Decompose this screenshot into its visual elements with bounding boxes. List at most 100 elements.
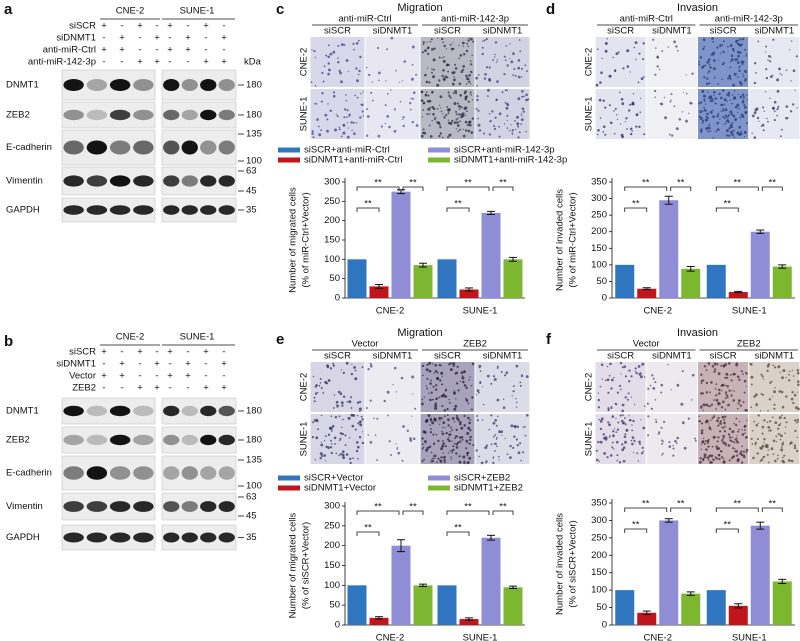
condition-sign: -	[102, 57, 105, 68]
cell-dot	[634, 403, 636, 406]
cell-dot	[505, 371, 509, 375]
cell-dot	[743, 391, 746, 394]
cell-dot	[755, 393, 758, 397]
cell-dot	[746, 122, 748, 125]
cell-dot	[369, 362, 372, 366]
cell-dot	[740, 453, 744, 457]
cell-dot	[624, 396, 627, 399]
cell-dot	[476, 84, 478, 87]
cell-dot	[730, 130, 733, 134]
cell-dot	[409, 102, 412, 105]
cell-dot	[312, 421, 315, 424]
cell-dot	[441, 74, 444, 78]
cell-dot	[705, 82, 709, 86]
cell-dot	[478, 455, 480, 458]
cell-dot	[435, 384, 438, 387]
cell-dot	[314, 459, 316, 461]
cell-dot	[606, 38, 608, 40]
cell-dot	[763, 438, 766, 441]
cell-dot	[353, 48, 355, 51]
cell-dot	[600, 363, 604, 367]
cell-dot	[777, 454, 779, 457]
cell-dot	[526, 70, 528, 73]
cell-dot	[774, 421, 778, 424]
cell-dot	[792, 375, 795, 377]
cell-dot	[714, 456, 716, 458]
cell-dot	[628, 415, 630, 417]
cell-dot	[730, 125, 734, 128]
cell-dot	[707, 130, 709, 132]
cell-dot	[463, 460, 466, 463]
cell-dot	[744, 135, 746, 138]
cell-dot	[461, 376, 465, 380]
cell-dot	[316, 118, 319, 121]
cell-dot	[628, 369, 631, 372]
cell-dot	[724, 415, 727, 418]
cell-dot	[345, 453, 349, 456]
cell-dot	[708, 96, 711, 99]
cell-dot	[461, 41, 465, 45]
significance-bracket: **	[356, 523, 380, 536]
cell-dot	[777, 105, 780, 108]
cell-dot	[319, 452, 323, 456]
significance-bracket: **	[715, 499, 759, 512]
cell-dot	[717, 453, 721, 457]
cell-dot	[597, 398, 600, 402]
cell-dot	[475, 76, 478, 80]
cell-dot	[790, 397, 794, 401]
cell-dot	[674, 440, 677, 443]
cell-dot	[477, 117, 479, 120]
cell-dot	[451, 449, 454, 452]
significance-label: **	[499, 178, 507, 189]
cell-dot	[630, 439, 633, 442]
cell-dot	[525, 375, 529, 378]
bracket-line	[446, 186, 490, 191]
cell-dot	[651, 374, 654, 377]
cell-dot	[705, 127, 709, 131]
cell-dot	[616, 428, 620, 431]
bracket-line	[356, 531, 380, 536]
cell-dot	[739, 420, 741, 423]
condition-sign: +	[203, 347, 209, 358]
cell-dot	[624, 433, 627, 436]
cell-dot	[720, 456, 724, 459]
cell-line-header: SUNE-1	[180, 332, 215, 343]
cell-dot	[429, 417, 432, 420]
cell-dot	[362, 115, 364, 117]
cell-dot	[741, 133, 743, 135]
cell-dot	[429, 398, 432, 402]
blot-band	[181, 466, 198, 480]
condition-label: Vector	[69, 371, 96, 382]
cell-dot	[672, 454, 675, 457]
cell-dot	[509, 456, 512, 459]
condition-sign: -	[138, 45, 141, 56]
cell-dot	[441, 383, 444, 386]
cell-dot	[387, 92, 389, 95]
cell-dot	[779, 72, 781, 75]
cell-dot	[432, 433, 435, 436]
cell-dot	[762, 129, 765, 132]
panel-letter: f	[546, 331, 552, 348]
cell-dot	[733, 90, 736, 92]
cell-dot	[708, 127, 711, 130]
cell-dot	[742, 99, 745, 101]
blot-band	[86, 79, 108, 91]
blot-band	[218, 109, 235, 121]
cell-dot	[467, 442, 469, 444]
cell-dot	[362, 91, 364, 93]
cell-dot	[393, 108, 396, 111]
error-bar	[686, 591, 695, 596]
marker-label: 135	[246, 129, 262, 140]
significance-label: **	[374, 502, 382, 513]
cell-dot	[705, 64, 707, 67]
cell-dot	[598, 98, 602, 102]
cell-dot	[445, 445, 447, 447]
cell-dot	[452, 42, 454, 44]
cell-dot	[512, 52, 515, 55]
cell-dot	[776, 109, 778, 111]
cell-dot	[712, 115, 715, 119]
blot-band	[133, 109, 154, 121]
cell-dot	[733, 390, 735, 392]
cell-dot	[399, 81, 401, 83]
cell-dot	[461, 436, 464, 439]
